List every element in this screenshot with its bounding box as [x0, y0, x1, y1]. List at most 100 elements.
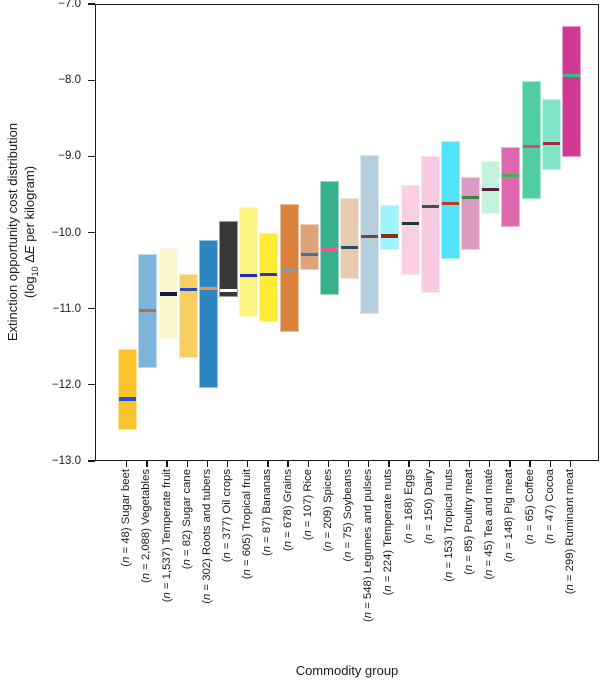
commodity-bar-pig-meat	[501, 147, 521, 227]
x-tick	[388, 461, 390, 467]
median-line	[139, 309, 157, 313]
median-line	[421, 204, 439, 208]
x-tick	[509, 461, 511, 467]
median-line	[220, 288, 238, 292]
x-tick	[186, 461, 188, 467]
median-line	[381, 234, 399, 238]
x-tick-label: (n = 82) Sugar cane	[180, 469, 193, 570]
commodity-bar-tea-and-mat-	[481, 161, 501, 215]
commodity-bar-tropical-nuts	[440, 141, 460, 259]
commodity-bar-temperate-fruit	[158, 247, 178, 339]
x-tick-label: (n = 107) Rice	[301, 469, 314, 541]
y-tick	[88, 79, 95, 81]
x-tick-label: (n = 168) Eggs	[402, 469, 415, 544]
median-line	[159, 292, 177, 296]
x-tick	[146, 461, 148, 467]
x-tick	[347, 461, 350, 467]
x-tick-label: (n = 148) Pig meat	[503, 469, 516, 563]
median-line	[441, 201, 459, 205]
x-tick	[206, 461, 209, 467]
commodity-bar-poultry-meat	[461, 177, 481, 250]
x-tick	[267, 461, 269, 467]
x-tick-label: (n = 65) Coffee	[523, 469, 536, 545]
median-line	[361, 235, 379, 239]
commodity-bar-roots-and-tubers	[198, 240, 218, 389]
commodity-bar-sugar-cane	[178, 273, 198, 358]
median-line	[522, 144, 540, 148]
x-tick	[408, 461, 410, 467]
x-tick-label: (n = 377) Oil crops	[221, 469, 234, 563]
x-tick-label: (n = 153) Tropical nuts	[442, 469, 455, 582]
x-tick	[489, 461, 491, 467]
median-line	[542, 141, 560, 145]
x-tick	[247, 461, 249, 467]
x-tick	[287, 461, 289, 467]
x-tick	[327, 461, 330, 467]
x-tick-label: (n = 87) Bananas	[261, 469, 274, 557]
x-tick-label: (n = 2,088) Vegetables	[140, 469, 153, 584]
median-line	[320, 247, 338, 251]
median-line	[119, 397, 137, 401]
x-tick-label: (n = 48) Sugar beet	[120, 469, 133, 567]
commodity-bar-rice	[299, 223, 319, 271]
x-tick-label: (n = 224) Temperate nuts	[382, 469, 395, 596]
median-line	[562, 73, 580, 77]
median-line	[502, 173, 520, 177]
y-tick-label: −11.0	[52, 302, 81, 315]
commodity-bar-soybeans	[340, 198, 360, 280]
x-tick-label: (n = 302) Roots and tubers	[200, 469, 213, 604]
commodity-bar-tropical-fruit	[239, 206, 259, 318]
median-line	[240, 274, 258, 278]
x-tick	[126, 461, 128, 467]
y-tick-label: −8.0	[58, 74, 81, 87]
commodity-bar-temperate-nuts	[380, 205, 400, 251]
median-line	[300, 252, 318, 256]
commodity-bar-bananas	[259, 232, 279, 322]
x-tick-label: (n = 605) Tropical fruit	[241, 469, 254, 580]
commodity-bar-vegetables	[138, 254, 158, 369]
median-line	[179, 287, 197, 291]
median-line	[341, 245, 359, 250]
x-tick	[307, 461, 309, 467]
x-tick-label: (n = 299) Ruminant meat	[563, 469, 576, 595]
median-line	[482, 187, 500, 192]
x-tick-label: (n = 548) Legumes and pulses	[362, 469, 375, 622]
commodity-bar-grains	[279, 203, 299, 332]
x-tick-label: (n = 150) Dairy	[422, 469, 435, 545]
commodity-bar-legumes-and-pulses	[360, 155, 380, 315]
x-tick-label: (n = 678) Grains	[281, 469, 294, 551]
median-line	[280, 268, 298, 272]
y-tick-label: −7.0	[58, 0, 81, 10]
x-tick	[569, 461, 572, 467]
x-tick	[549, 461, 551, 467]
x-tick-label: (n = 75) Soybeans	[342, 469, 355, 562]
x-tick	[448, 461, 451, 467]
y-tick	[88, 231, 95, 234]
commodity-bar-spices	[319, 180, 339, 296]
x-axis-title: Commodity group	[295, 663, 399, 678]
commodity-bar-oil-crops	[219, 221, 239, 298]
x-tick	[529, 461, 531, 467]
median-line	[260, 273, 278, 277]
commodity-bar-dairy	[420, 155, 440, 293]
x-tick-label: (n = 85) Poultry meat	[463, 469, 476, 575]
x-tick-label: (n = 209) Spices	[321, 469, 334, 552]
median-line	[462, 195, 480, 199]
y-tick	[88, 308, 95, 310]
commodity-bar-coffee	[521, 81, 541, 200]
median-line	[401, 222, 419, 226]
x-tick-label: (n = 45) Tea and maté	[483, 469, 496, 580]
y-tick-label: −10.0	[51, 226, 81, 239]
median-line	[199, 287, 217, 291]
x-tick	[166, 461, 168, 467]
y-tick-label: −13.0	[51, 455, 81, 468]
x-tick-label: (n = 47) Cocoa	[543, 469, 556, 545]
y-tick	[88, 384, 95, 386]
x-tick	[428, 461, 430, 467]
x-tick	[226, 461, 229, 467]
x-tick-label: (n = 1,537) Temperate fruit	[160, 469, 173, 603]
commodity-bar-ruminant-meat	[561, 25, 581, 158]
commodity-bar-sugar-beet	[118, 348, 138, 431]
y-tick-label: −9.0	[58, 150, 81, 163]
